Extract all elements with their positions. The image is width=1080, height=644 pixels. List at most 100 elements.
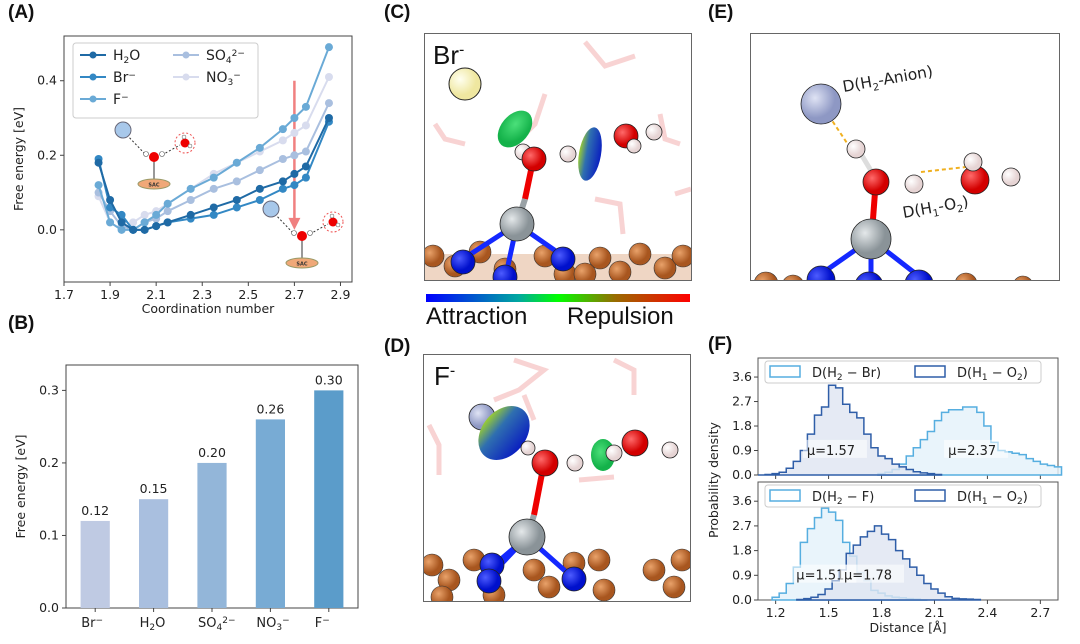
mean-label: μ=1.57	[807, 444, 855, 459]
x-tick-label: SO42−	[198, 616, 236, 633]
legend: D(H2 − Br) D(H1 − O2)	[764, 360, 1042, 384]
oxygen-atom	[149, 152, 159, 162]
data-point	[232, 203, 241, 212]
nci-colorbar	[426, 294, 690, 302]
data-point	[255, 143, 264, 152]
data-point	[324, 114, 333, 122]
legend-entry-label: D(H1 − O2)	[957, 366, 1028, 383]
legend-swatch	[914, 365, 946, 378]
data-point	[324, 99, 333, 108]
x-tick-label: NO3−	[256, 616, 289, 633]
mean-label: μ=1.78	[844, 569, 892, 584]
x-tick-label: 2.9	[331, 287, 351, 302]
x-axis-label: Coordination number	[142, 301, 275, 316]
schematic-inset-before: SAC	[114, 121, 196, 190]
molecule-scene-distances	[754, 83, 1032, 280]
x-tick-label: 2.7	[1030, 605, 1050, 620]
x-tick-label: 2.1	[146, 287, 166, 302]
data-point	[152, 222, 161, 231]
oxygen-1-atom	[862, 168, 890, 196]
bar-F⁻	[314, 390, 344, 608]
highlight-circle	[174, 132, 196, 154]
y-tick-label: 0.9	[732, 443, 752, 458]
anion-atom	[262, 200, 280, 218]
legend-entry-label: NO3−	[206, 70, 241, 88]
panel-label-c: (C)	[384, 2, 411, 23]
panel-label-e: (E)	[708, 2, 734, 23]
anion-atom	[800, 83, 842, 125]
metal-atom-sac	[850, 218, 892, 260]
legend-swatch-marker	[89, 73, 97, 81]
x-tick-label: Br−	[81, 616, 103, 631]
bar-data-label: 0.30	[315, 372, 343, 387]
bar-SO₄²⁻	[197, 462, 227, 608]
bar-H₂O	[139, 499, 169, 608]
data-point	[232, 196, 241, 204]
x-tick-label: 1.8	[872, 605, 892, 620]
legend-swatch	[769, 365, 801, 378]
distance-definition-schematic: D(H2-Anion) D(H1-O2)	[750, 33, 1060, 281]
data-point	[209, 173, 218, 182]
legend-entry-label: D(H1 − O2)	[957, 490, 1028, 507]
data-point	[94, 181, 103, 190]
hbond-o2-line	[920, 166, 967, 173]
schematic-inset-after: SAC	[262, 200, 344, 269]
data-point	[163, 218, 172, 227]
data-point	[290, 114, 299, 122]
subplot-f-top: 0.00.91.82.73.6μ=2.37μ=1.57D(H2 − Br) D(H…	[732, 357, 1063, 482]
metal-atom-sac	[499, 206, 535, 242]
data-point	[290, 169, 299, 178]
data-point	[324, 43, 333, 52]
legend-swatch-marker	[89, 95, 97, 103]
data-point	[129, 218, 138, 227]
x-tick-label: 2.5	[238, 287, 258, 302]
data-point	[290, 181, 299, 190]
isosurface-attraction-strong	[478, 406, 530, 460]
x-tick-label: 1.7	[54, 287, 74, 302]
data-point	[163, 199, 172, 208]
data-point	[186, 210, 195, 219]
data-point	[255, 184, 264, 193]
data-point	[301, 173, 310, 182]
mean-label: μ=1.51	[796, 569, 844, 584]
data-point	[117, 225, 126, 234]
y-tick-label: 0.0	[37, 222, 57, 237]
plot-frame-a	[63, 35, 353, 283]
chart-f-distance-distributions: 0.00.91.82.73.6μ=2.37μ=1.57D(H2 − Br) D(H…	[706, 357, 1063, 635]
legend-swatch	[769, 489, 801, 502]
data-point	[140, 225, 149, 234]
data-point	[301, 102, 310, 111]
data-point	[301, 162, 310, 171]
mean-label-bg	[840, 564, 904, 583]
panel-label-b: (B)	[8, 313, 35, 334]
x-tick-label: 1.2	[766, 605, 786, 620]
bar-data-label: 0.15	[140, 481, 168, 496]
y-tick-label: 0.4	[37, 73, 57, 88]
panel-label-d: (D)	[384, 336, 411, 357]
data-point	[140, 218, 149, 227]
anion-atom	[114, 121, 132, 139]
x-tick-label: 2.1	[925, 605, 945, 620]
molecular-render-f: F-	[423, 354, 691, 602]
colorbar-label-attraction: Attraction	[426, 303, 528, 330]
panel-label-f: (F)	[708, 334, 733, 355]
data-point	[278, 136, 287, 145]
molecule-scene-br	[425, 40, 691, 280]
mean-label-bg	[802, 439, 867, 458]
legend-swatch-marker	[182, 51, 190, 59]
legend-box	[764, 484, 1042, 508]
legend-box	[764, 360, 1042, 384]
y-tick-label: 0.0	[39, 600, 59, 615]
y-tick-label: 1.8	[732, 543, 752, 558]
subplot-f-bottom: 0.0 0.9 1.8 2.7 3.6 1.2 1.5 1.8 2.1 2.4 2.7 μ=1.51 μ…	[732, 481, 1059, 635]
isosurface-attraction-strong	[578, 127, 602, 181]
bar-NO₃⁻	[255, 419, 285, 608]
sac-substrate	[285, 257, 319, 269]
y-tick-label: 1.8	[732, 418, 752, 433]
bar-data-label: 0.26	[256, 401, 284, 416]
data-point	[255, 166, 264, 175]
legend-swatch-marker	[89, 51, 97, 59]
data-point	[278, 125, 287, 134]
colorbar-label-repulsion: Repulsion	[567, 303, 674, 330]
x-tick-label: F−	[315, 616, 330, 631]
